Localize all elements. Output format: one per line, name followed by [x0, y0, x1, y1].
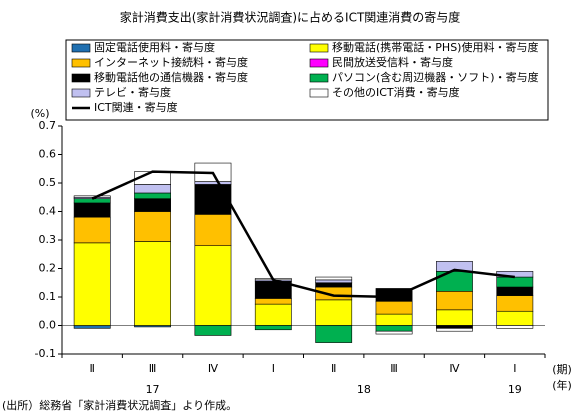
legend-label: その他のICT消費・寄与度: [332, 85, 460, 99]
bar-segment: [315, 279, 353, 284]
legend-swatch: [309, 43, 329, 53]
bar-segment: [194, 214, 232, 247]
bar-segment: [73, 216, 111, 244]
x-tick-label: Ⅰ: [513, 362, 516, 375]
legend-label: ICT関連・寄与度: [94, 100, 178, 114]
bar-segment: [496, 325, 534, 329]
bar-segment: [73, 195, 111, 198]
bar-segment: [134, 192, 171, 199]
legend-label: インターネット接続料・寄与度: [94, 55, 248, 69]
bar-segment: [315, 282, 353, 288]
bar-segment: [254, 325, 292, 331]
bar-segment: [73, 198, 111, 204]
bar-segment: [134, 211, 171, 242]
bar-segment: [315, 325, 353, 343]
y-tick-label: 0.2: [39, 262, 57, 275]
bar-segment: [73, 325, 111, 329]
x-unit-quarter: (期): [552, 363, 572, 376]
legend-label: パソコン(含む周辺機器・ソフト)・寄与度: [332, 70, 539, 84]
bar-segment: [73, 242, 111, 326]
x-tick-label: Ⅲ: [390, 362, 398, 375]
legend-swatch: [309, 73, 329, 83]
legend-label: 移動電話(携帯電話・PHS)使用料・寄与度: [332, 40, 538, 54]
bar-segment: [254, 303, 292, 326]
bar-segment: [194, 325, 232, 336]
bar-segment: [496, 310, 534, 326]
x-tick-label: Ⅱ: [331, 362, 336, 375]
legend-swatch: [309, 88, 329, 98]
y-tick-label: 0.5: [39, 176, 57, 189]
y-tick-label: 0.4: [39, 205, 57, 218]
bar-segment: [496, 295, 534, 312]
bar-segment: [73, 202, 111, 218]
x-tick-label: Ⅳ: [208, 362, 219, 375]
bar-segment: [134, 241, 171, 326]
y-tick-label: -0.1: [35, 347, 56, 360]
legend-swatch: [71, 43, 91, 53]
bar-segment: [436, 328, 473, 332]
legend-label: 民間放送受信料・寄与度: [332, 55, 453, 69]
legend-label: テレビ・寄与度: [94, 85, 171, 99]
bar-segment: [315, 276, 353, 281]
bar-segment: [375, 313, 413, 326]
x-tick-label: Ⅳ: [449, 362, 460, 375]
legend-swatch: [309, 58, 329, 68]
x-tick-label: Ⅱ: [89, 362, 94, 375]
x-tick-label: Ⅲ: [149, 362, 157, 375]
y-tick-label: 0.3: [39, 233, 57, 246]
y-tick-label: 0.7: [39, 119, 57, 132]
bar-segment: [375, 330, 413, 335]
bar-segment: [134, 198, 171, 212]
legend-swatch: [71, 58, 91, 68]
bar-segment: [194, 245, 232, 326]
bar-segment: [496, 286, 534, 296]
y-tick-label: 0.0: [39, 319, 57, 332]
x-year-label: 18: [357, 383, 371, 396]
x-tick-label: Ⅰ: [272, 362, 275, 375]
y-tick-label: 0.6: [39, 148, 57, 161]
bar-segment: [496, 276, 534, 288]
legend-swatch: [71, 73, 91, 83]
total-line: [91, 170, 515, 299]
bar-segment: [375, 325, 413, 332]
legend-swatch: [71, 88, 91, 98]
source-note: (出所）総務省「家計消費状況調査」より作成。: [2, 398, 237, 412]
legend-label: 移動電話他の通信機器・寄与度: [94, 70, 248, 84]
bar-segment: [254, 298, 292, 305]
bar-segment: [315, 299, 353, 326]
bar-segment: [436, 261, 473, 272]
bar-segment: [436, 309, 473, 326]
y-unit: (%): [30, 107, 49, 120]
bar-segment: [134, 184, 171, 194]
chart-title: 家計消費支出(家計消費状況調査)に占めるICT関連消費の寄与度: [120, 10, 461, 25]
y-tick-label: 0.1: [39, 290, 57, 303]
legend-label: 固定電話使用料・寄与度: [94, 40, 215, 54]
bar-segment: [194, 181, 232, 185]
legend-box: [65, 39, 549, 121]
x-year-label: 17: [146, 383, 160, 396]
bar-segment: [375, 300, 413, 315]
x-year-label: 19: [508, 383, 522, 396]
x-unit-year: (年): [552, 378, 572, 392]
bar-segment: [436, 290, 473, 311]
bar-segment: [436, 325, 473, 329]
bar-segment: [194, 184, 232, 215]
